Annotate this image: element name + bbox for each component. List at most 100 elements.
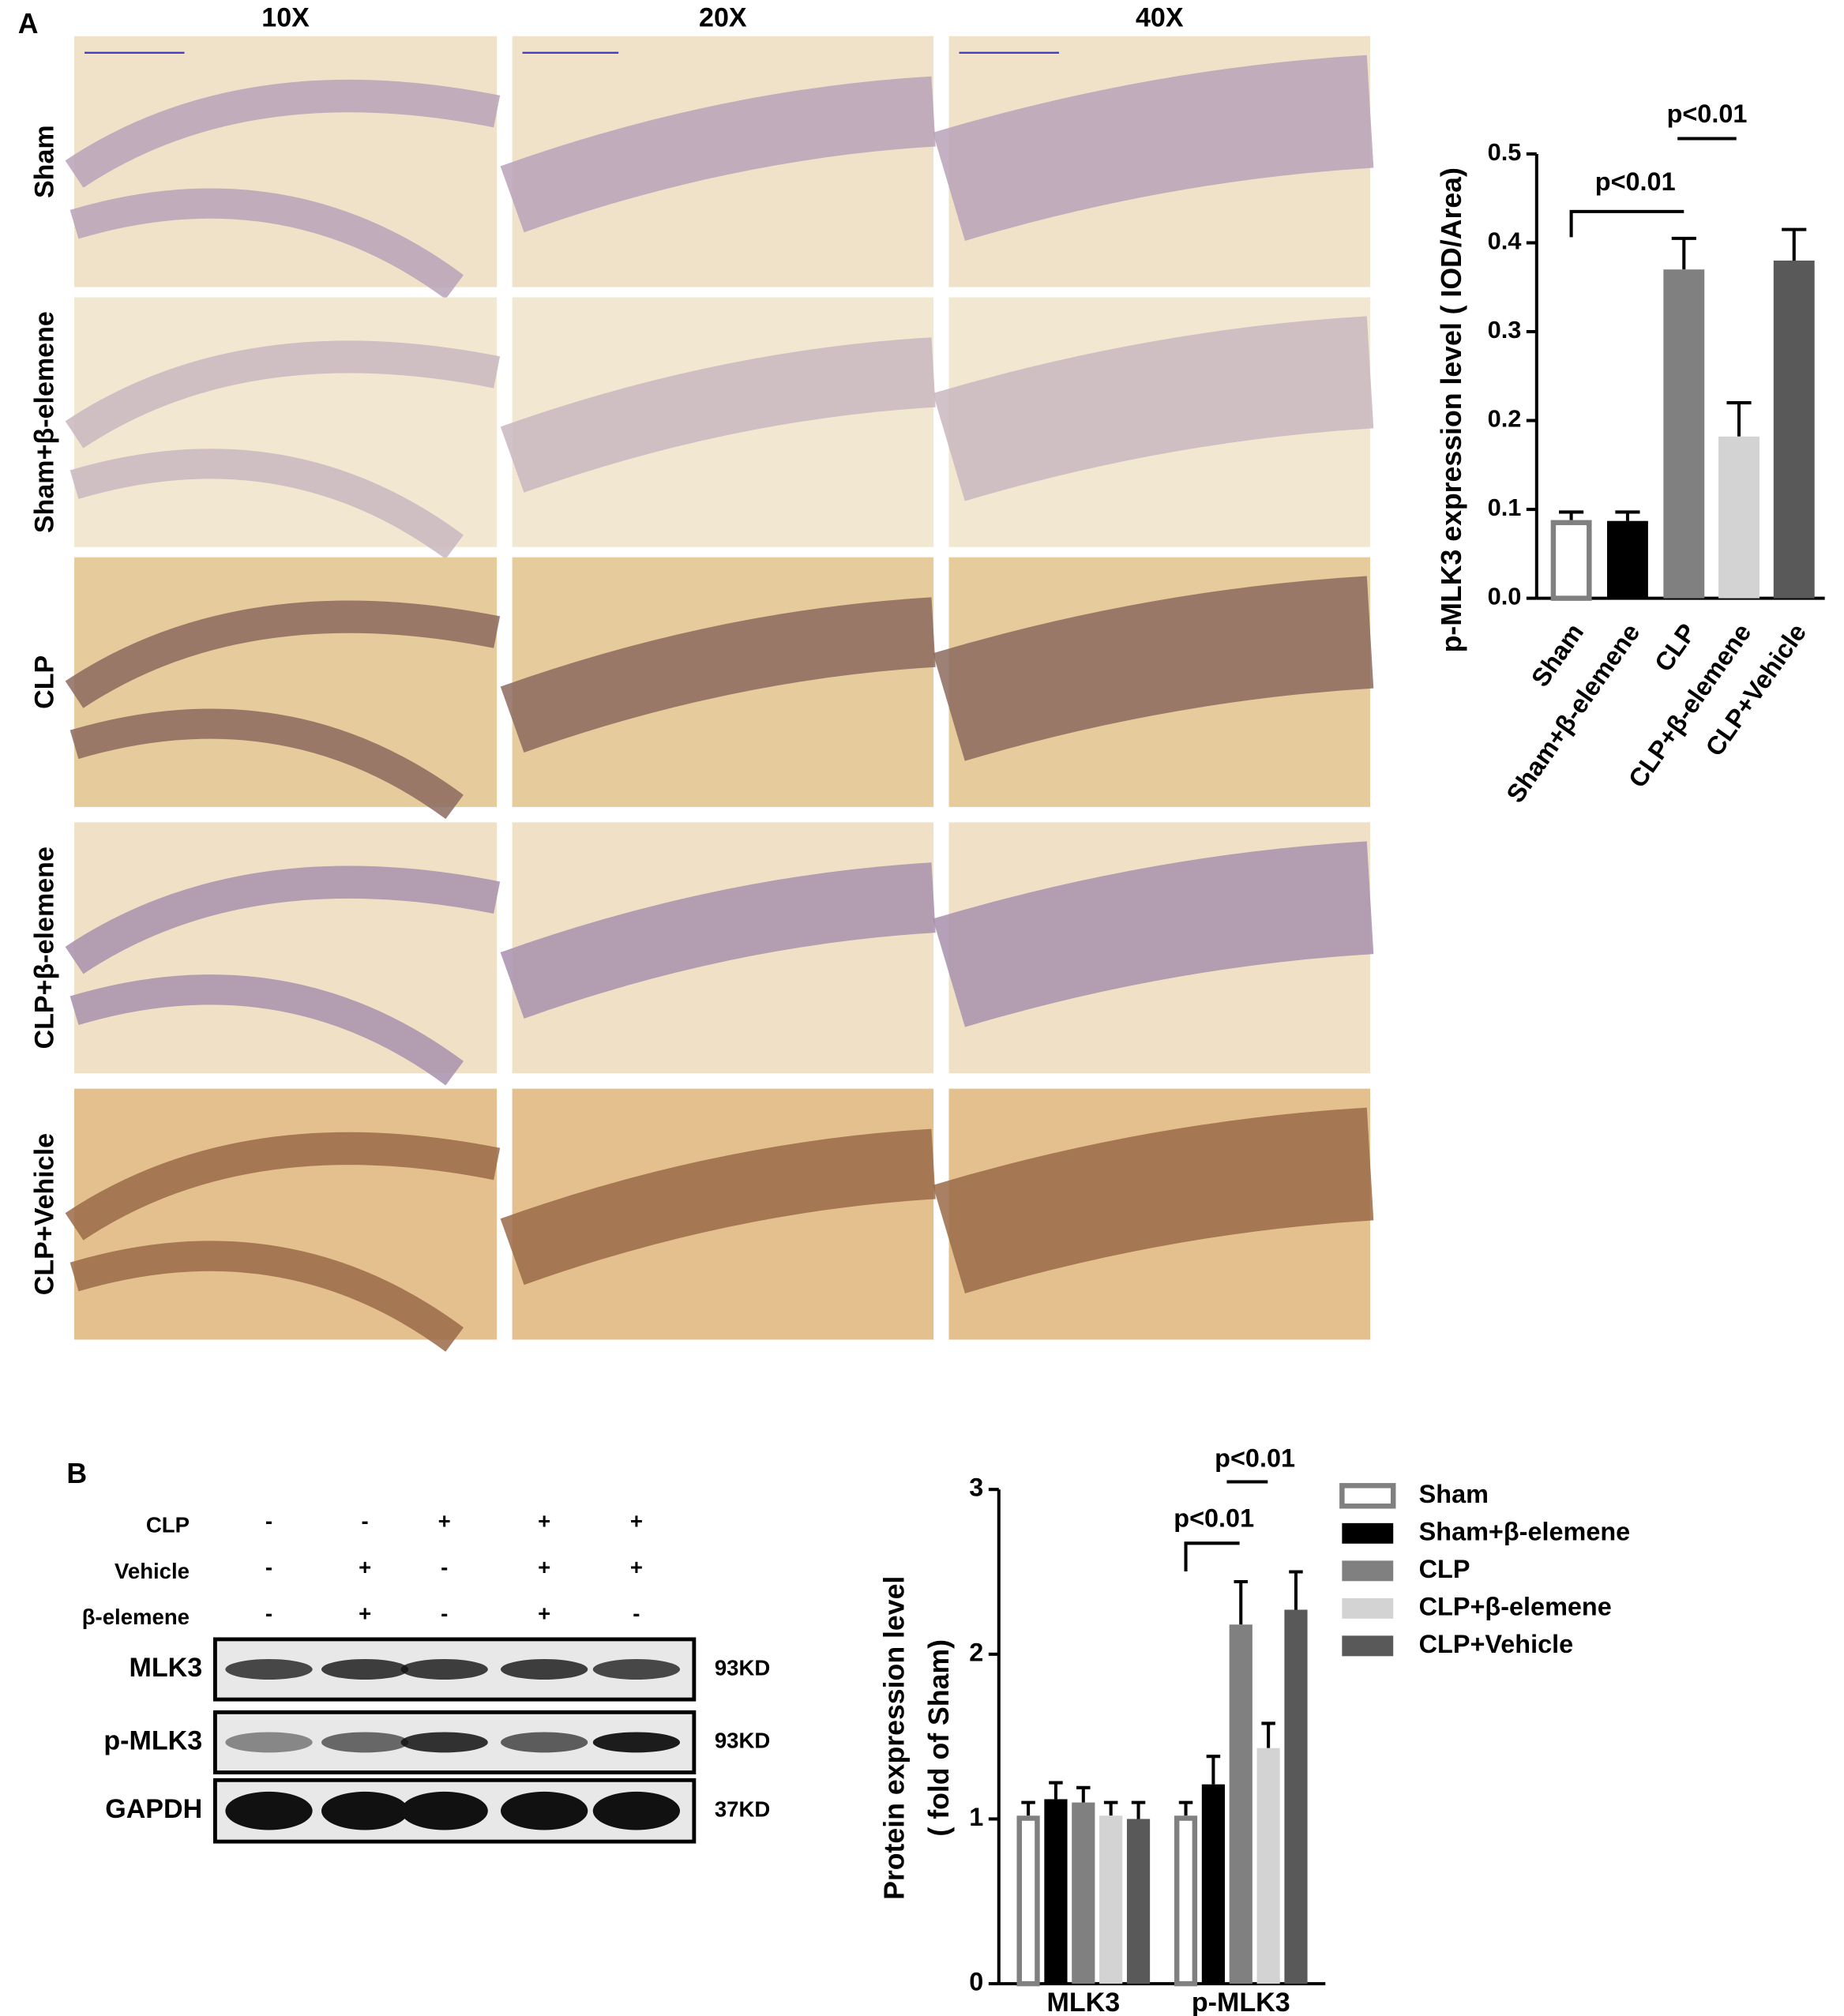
legend-label: Sham	[1419, 1480, 1489, 1508]
y-tick-label: 2	[969, 1638, 983, 1666]
treatment-sign: +	[359, 1601, 371, 1625]
treatment-label: Vehicle	[115, 1559, 190, 1583]
error-bar	[1206, 1755, 1221, 1785]
blot-band	[225, 1732, 313, 1753]
y-tick-label: 0.5	[1488, 138, 1522, 166]
annotation: p<0.01	[1667, 99, 1748, 128]
y-tick-label: 1	[969, 1803, 983, 1831]
group-label: CLP+Vehicle	[29, 1133, 59, 1295]
cell-layer	[500, 597, 936, 753]
treatment-sign: +	[538, 1555, 550, 1579]
blot-band	[225, 1659, 313, 1680]
treatment-sign: +	[538, 1601, 550, 1625]
magnification-label: 20X	[699, 3, 747, 33]
cell-layer	[65, 340, 501, 449]
size-label: 37KD	[715, 1796, 770, 1821]
blot-band	[592, 1659, 681, 1680]
legend-swatch	[1339, 1483, 1396, 1509]
bar	[1718, 436, 1759, 599]
magnification-label: 40X	[1136, 3, 1184, 33]
bar	[1284, 1609, 1308, 1984]
panel-label: B	[66, 1458, 87, 1489]
cell-layer	[933, 841, 1374, 1027]
blot-band	[400, 1732, 488, 1753]
x-tick-label: p-MLK3	[1192, 1988, 1290, 2016]
error-bar	[1559, 510, 1584, 520]
row-label: p-MLK3	[103, 1725, 202, 1755]
micrograph	[74, 36, 498, 287]
error-bar	[1021, 1800, 1035, 1816]
treatment-sign: -	[441, 1555, 448, 1579]
treatment-sign: -	[633, 1601, 640, 1625]
annotation: p<0.01	[1174, 1504, 1254, 1533]
bar	[1607, 520, 1648, 599]
error-bar	[1782, 227, 1807, 261]
size-label: 93KD	[715, 1655, 770, 1680]
error-bar	[1726, 401, 1752, 437]
y-tick-label: 0	[969, 1968, 983, 1996]
error-bar	[1131, 1800, 1146, 1819]
treatment-sign: +	[630, 1509, 643, 1534]
y-tick-label: 3	[969, 1474, 983, 1502]
group-label: Sham+β-elemene	[29, 311, 59, 533]
row-label: MLK3	[130, 1653, 203, 1683]
cell-layer	[500, 76, 936, 233]
treatment-sign: -	[265, 1555, 272, 1579]
cell-layer	[500, 337, 936, 493]
significance-bracket	[1569, 209, 1684, 238]
legend-swatch	[1342, 1522, 1394, 1544]
cell-layer	[69, 974, 464, 1086]
y-tick-label: 0.4	[1488, 227, 1522, 255]
bar	[1016, 1815, 1040, 1987]
error-bar	[1289, 1570, 1303, 1610]
bar	[1229, 1624, 1252, 1984]
treatment-sign: +	[538, 1509, 550, 1534]
error-bar	[1234, 1579, 1249, 1625]
micrograph	[74, 822, 498, 1074]
error-bar	[1261, 1721, 1275, 1748]
cell-layer	[65, 865, 501, 974]
cell-layer	[933, 1107, 1374, 1293]
cell-layer	[65, 79, 501, 188]
treatment-sign: +	[359, 1555, 371, 1579]
legend-swatch	[1342, 1560, 1394, 1582]
cell-layer	[69, 188, 464, 299]
bar	[1174, 1815, 1198, 1987]
blot-band	[592, 1791, 681, 1830]
group-label: Sham	[29, 125, 59, 198]
cell-layer	[65, 600, 501, 708]
x-tick-label: MLK3	[1046, 1988, 1120, 2016]
blot-band	[592, 1732, 681, 1753]
treatment-sign: -	[441, 1601, 448, 1625]
cell-layer	[933, 576, 1374, 761]
micrograph	[74, 557, 498, 807]
y-tick-label: 0.1	[1488, 494, 1522, 521]
legend-swatch	[1342, 1597, 1394, 1619]
blot-band	[400, 1791, 488, 1830]
treatment-sign: +	[630, 1555, 643, 1579]
bar	[1201, 1784, 1225, 1984]
cell-layer	[500, 1128, 936, 1286]
blot-band	[501, 1732, 588, 1753]
blot-band	[321, 1791, 409, 1830]
size-label: 93KD	[715, 1729, 770, 1753]
bar	[1256, 1748, 1280, 1984]
legend-swatch	[1342, 1635, 1394, 1657]
y-axis-label: p-MLK3 expression level ( IOD/Area)	[1436, 167, 1467, 652]
y-axis-label: ( fold of Sham)	[923, 1639, 955, 1837]
treatment-sign: -	[265, 1509, 272, 1534]
bar	[1099, 1815, 1123, 1984]
bar	[1550, 520, 1592, 601]
blot-band	[501, 1791, 588, 1830]
cell-layer	[933, 54, 1374, 241]
legend-label: Sham+β-elemene	[1419, 1517, 1631, 1545]
legend-label: CLP+Vehicle	[1419, 1630, 1574, 1658]
treatment-sign: -	[362, 1509, 369, 1534]
micrograph	[74, 1088, 498, 1340]
bar	[1072, 1802, 1095, 1984]
y-tick-label: 0.3	[1488, 316, 1522, 344]
magnification-label: 10X	[261, 3, 310, 33]
legend-label: CLP	[1419, 1555, 1470, 1583]
y-tick-label: 0.2	[1488, 405, 1522, 433]
